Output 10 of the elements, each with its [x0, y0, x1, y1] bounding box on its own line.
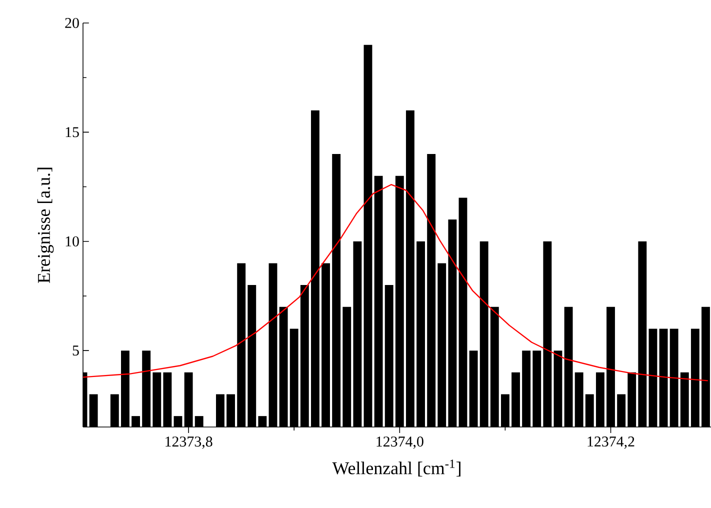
x-tick-label: 12373,8	[166, 436, 212, 449]
x-axis-title: Wellenzahl [cm$^{-1}$]	[332, 460, 460, 477]
y-axis-title: Ereignisse [a.u.]	[37, 168, 54, 283]
line-series	[83, 184, 708, 382]
x-tick-label: 12374,2	[588, 436, 634, 449]
y-tick-label: 20	[65, 18, 79, 28]
y-tick-label: 15	[66, 127, 79, 138]
x-tick-label: 12374,0	[376, 436, 424, 449]
y-tick-label: 10	[66, 236, 79, 246]
y-tick-label: 5	[72, 346, 79, 356]
